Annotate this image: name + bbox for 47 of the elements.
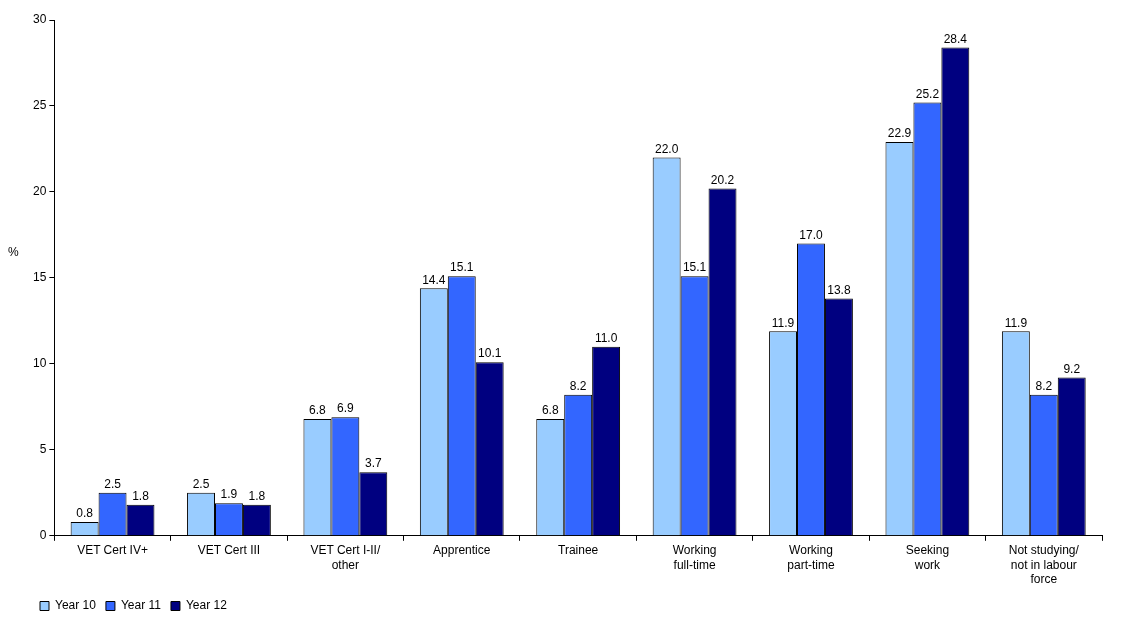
data-label: 1.9 — [220, 487, 238, 502]
data-label: 3.7 — [364, 456, 382, 471]
x-tick-label: Trainee — [558, 543, 599, 558]
y-tick-label: 15 — [32, 270, 47, 285]
x-tick-label: VET Cert III — [197, 543, 261, 558]
data-label: 11.9 — [1004, 315, 1028, 330]
y-tick-label: 30 — [32, 12, 47, 27]
data-label: 9.2 — [1063, 361, 1081, 376]
data-label: 6.8 — [309, 403, 327, 418]
data-label: 15.1 — [450, 260, 474, 275]
x-tick-label: Apprentice — [433, 543, 491, 558]
legend-label: Year 12 — [185, 598, 228, 613]
data-label: 20.2 — [710, 172, 735, 187]
x-tick-label: Working full-time — [672, 543, 717, 572]
y-axis-title: % — [8, 245, 19, 260]
data-label: 10.1 — [478, 346, 502, 361]
data-label: 25.2 — [915, 86, 940, 101]
data-label: 1.8 — [248, 489, 266, 504]
data-label: 14.4 — [422, 272, 446, 287]
data-label: 28.4 — [943, 31, 968, 46]
data-label: 6.8 — [541, 403, 559, 418]
data-label: 1.8 — [132, 489, 150, 504]
data-label: 17.0 — [799, 227, 823, 242]
legend-label: Year 11 — [120, 598, 162, 613]
y-tick-label: 10 — [32, 356, 47, 371]
legend-label: Year 10 — [55, 598, 97, 613]
x-tick-label: Working part-time — [787, 543, 835, 572]
x-tick-label: Seeking work — [905, 543, 950, 572]
x-tick-label: VET Cert IV+ — [77, 543, 148, 558]
data-label: 8.2 — [1035, 379, 1053, 394]
y-tick-label: 20 — [32, 184, 47, 199]
data-label: 22.9 — [887, 126, 912, 141]
data-label: 2.5 — [104, 477, 122, 492]
data-label: 11.9 — [771, 315, 795, 330]
data-label: 0.8 — [76, 506, 94, 521]
y-tick-label: 0 — [39, 528, 47, 543]
data-label: 2.5 — [192, 477, 210, 492]
data-label: 6.9 — [337, 401, 355, 416]
data-label: 8.2 — [569, 379, 587, 394]
data-label: 11.0 — [594, 330, 618, 345]
y-tick-label: 25 — [32, 98, 47, 113]
data-label: 22.0 — [654, 141, 679, 156]
x-tick-label: VET Cert I-II/ other — [310, 543, 381, 572]
data-label: 15.1 — [682, 260, 707, 275]
data-label: 13.8 — [827, 282, 851, 297]
x-tick-label: Not studying/ not in labour force — [1008, 543, 1080, 587]
y-tick-label: 5 — [39, 442, 47, 457]
